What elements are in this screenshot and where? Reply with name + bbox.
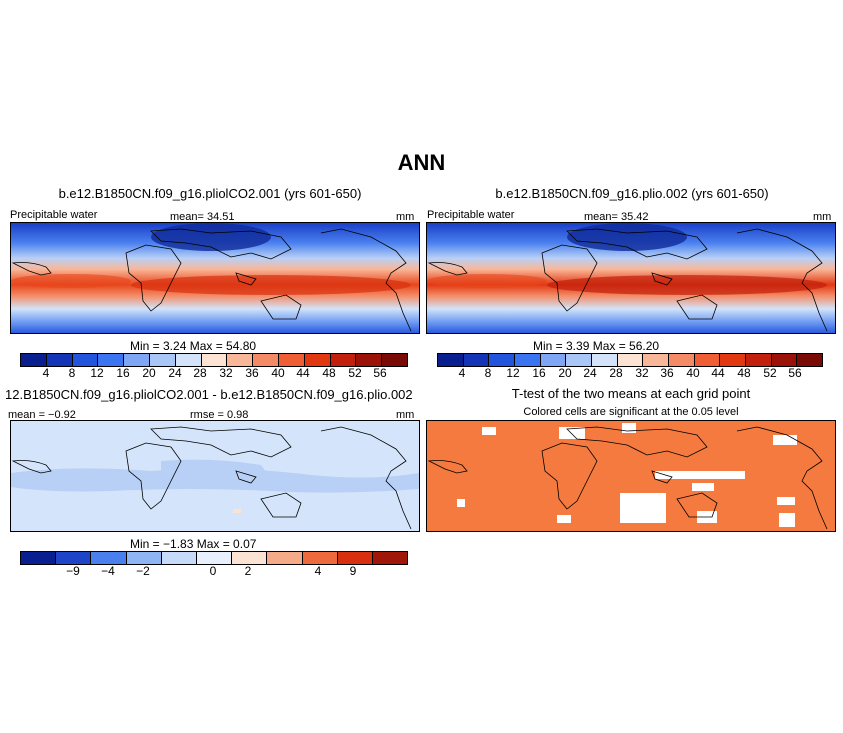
colorbar-tick: 2: [244, 564, 252, 578]
panel1-field-label: Precipitable water: [10, 209, 98, 221]
colorbar-tick: −4: [101, 564, 115, 578]
colorbar-tick: 44: [296, 366, 310, 380]
panel1-map: [10, 222, 420, 334]
colorbar-tick: 36: [245, 366, 259, 380]
colorbar-tick: 28: [609, 366, 623, 380]
panel4-subtitle: Colored cells are significant at the 0.0…: [523, 406, 739, 418]
panel3-mean: mean = −0.92: [8, 409, 76, 421]
colorbar-tick: 24: [583, 366, 597, 380]
colorbar-tick: 12: [506, 366, 520, 380]
panel2-map: [426, 222, 836, 334]
colorbar-tick: 4: [458, 366, 466, 380]
colorbar-tick: 20: [142, 366, 156, 380]
colorbar-tick: 28: [193, 366, 207, 380]
panel4-title: T-test of the two means at each grid poi…: [511, 386, 751, 401]
panel3-colorbar: [20, 551, 408, 565]
panel3-map: [10, 420, 420, 532]
colorbar-tick: 4: [42, 366, 50, 380]
colorbar-tick: 56: [788, 366, 802, 380]
colorbar-tick: 12: [90, 366, 104, 380]
colorbar-tick: 48: [322, 366, 336, 380]
panel1-mean: mean= 34.51: [170, 211, 235, 223]
colorbar-tick: 52: [348, 366, 362, 380]
panel3-units: mm: [396, 409, 415, 421]
panel3-rmse: rmse = 0.98: [190, 409, 249, 421]
colorbar-tick: −9: [66, 564, 80, 578]
colorbar-tick: 0: [209, 564, 217, 578]
colorbar-tick: 24: [168, 366, 182, 380]
panel4-map: [426, 420, 836, 532]
colorbar-tick: 44: [711, 366, 725, 380]
colorbar-tick: 52: [763, 366, 777, 380]
colorbar-tick: 9: [349, 564, 357, 578]
colorbar-tick: 36: [660, 366, 674, 380]
colorbar-tick: 32: [219, 366, 233, 380]
panel1-title: b.e12.B1850CN.f09_g16.pliolCO2.001 (yrs …: [58, 186, 362, 201]
colorbar-tick: 8: [484, 366, 492, 380]
colorbar-tick: −2: [136, 564, 150, 578]
colorbar-tick: 4: [314, 564, 322, 578]
colorbar-tick: 56: [373, 366, 387, 380]
colorbar-tick: 16: [116, 366, 130, 380]
colorbar-tick: 20: [558, 366, 572, 380]
panel2-units: mm: [813, 211, 832, 223]
panel1-minmax: Min = 3.24 Max = 54.80: [130, 339, 257, 353]
page-title: ANN: [397, 150, 446, 175]
panel2-colorbar: [437, 353, 823, 367]
colorbar-tick: 16: [532, 366, 546, 380]
colorbar-tick: 32: [635, 366, 649, 380]
colorbar-tick: 48: [737, 366, 751, 380]
colorbar-tick: 40: [686, 366, 700, 380]
panel2-mean: mean= 35.42: [584, 211, 649, 223]
panel1-colorbar: [20, 353, 408, 367]
panel2-minmax: Min = 3.39 Max = 56.20: [533, 339, 660, 353]
panel1-units: mm: [396, 211, 415, 223]
colorbar-tick: 40: [271, 366, 285, 380]
panel2-field-label: Precipitable water: [427, 209, 515, 221]
panel3-title: 12.B1850CN.f09_g16.pliolCO2.001 - b.e12.…: [5, 387, 413, 402]
panel2-title: b.e12.B1850CN.f09_g16.plio.002 (yrs 601-…: [495, 186, 769, 201]
panel3-minmax: Min = −1.83 Max = 0.07: [130, 537, 257, 551]
colorbar-tick: 8: [68, 366, 76, 380]
